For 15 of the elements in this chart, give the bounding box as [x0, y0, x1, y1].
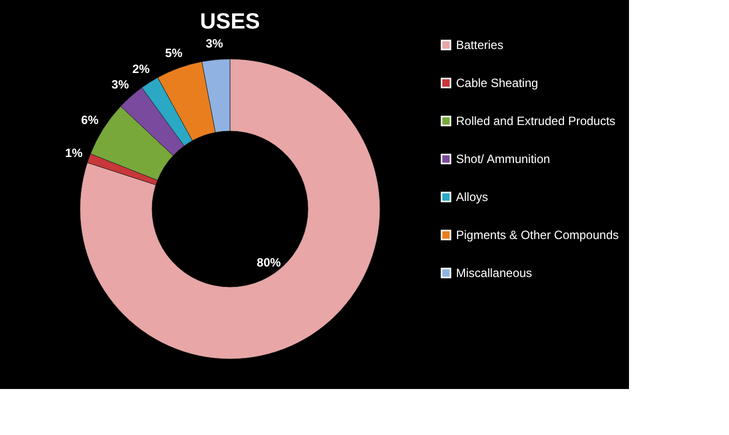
legend-label: Rolled and Extruded Products [456, 114, 616, 128]
data-label: 3% [206, 36, 224, 51]
legend-label: Miscallaneous [456, 266, 532, 280]
data-label: 6% [81, 113, 99, 128]
data-label: 5% [165, 46, 183, 60]
legend-label: Pigments & Other Compounds [456, 228, 619, 242]
legend-label: Alloys [456, 190, 488, 204]
legend-label: Cable Sheating [456, 76, 538, 90]
data-label: 3% [112, 77, 130, 92]
data-label: 80% [256, 255, 282, 270]
data-label: 1% [65, 146, 83, 160]
data-label: 2% [132, 62, 150, 76]
chart-title: USES [200, 8, 260, 34]
legend-label: Shot/ Ammunition [456, 152, 550, 166]
legend-label: Batteries [456, 38, 504, 52]
